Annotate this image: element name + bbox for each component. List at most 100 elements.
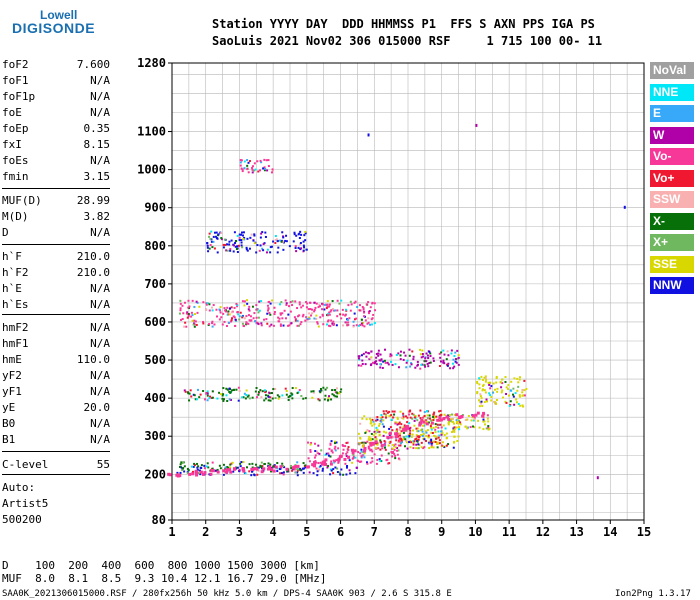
echo-point <box>234 245 237 248</box>
echo-point <box>237 386 240 389</box>
legend-item: Vo+ <box>650 169 694 187</box>
echo-point <box>245 248 248 251</box>
echo-point <box>192 322 195 325</box>
param-value: 55 <box>96 458 110 471</box>
echo-point <box>488 392 491 395</box>
echo-point <box>409 365 412 368</box>
echo-point <box>430 419 433 422</box>
echo-point <box>270 323 273 326</box>
echo-point <box>192 393 195 396</box>
echo-point <box>371 450 374 453</box>
echo-point <box>257 322 260 325</box>
param-label: foEp <box>2 122 29 135</box>
echo-point <box>516 389 519 392</box>
echo-point <box>352 320 355 323</box>
echo-point <box>187 306 190 309</box>
echo-point <box>294 319 297 322</box>
echo-point <box>445 444 448 447</box>
echo-point <box>364 363 367 366</box>
echo-point <box>279 239 282 242</box>
echo-point <box>192 465 195 468</box>
trace-point <box>195 473 199 477</box>
echo-point <box>245 321 248 324</box>
echo-point <box>195 398 198 401</box>
echo-point <box>518 378 521 381</box>
echo-point <box>291 469 294 472</box>
echo-point <box>352 453 355 456</box>
echo-point <box>345 321 348 324</box>
echo-point <box>348 469 351 472</box>
echo-point <box>317 325 320 328</box>
echo-point <box>306 302 309 305</box>
echo-point <box>360 448 363 451</box>
echo-point <box>331 300 334 303</box>
panel-divider <box>2 244 110 245</box>
echo-point <box>300 306 303 309</box>
echo-point <box>294 300 297 303</box>
echo-point <box>398 421 401 424</box>
echo-point <box>260 396 263 399</box>
echo-point <box>182 467 185 470</box>
echo-point <box>476 390 479 393</box>
echo-point <box>304 239 307 242</box>
echo-point <box>396 447 399 450</box>
echo-point <box>230 311 233 314</box>
echo-point <box>426 410 429 413</box>
echo-point <box>247 394 250 397</box>
echo-point <box>417 414 420 417</box>
echo-point <box>236 305 239 308</box>
trace-point <box>262 467 266 471</box>
echo-point <box>211 390 214 393</box>
echo-point <box>450 352 453 355</box>
trace-point <box>212 469 216 473</box>
echo-point <box>484 391 487 394</box>
param-label: hmE <box>2 353 22 366</box>
echo-point <box>425 420 428 423</box>
echo-point <box>243 317 246 320</box>
echo-point <box>328 303 331 306</box>
echo-point <box>248 160 251 163</box>
echo-point <box>434 435 437 438</box>
echo-point <box>313 308 316 311</box>
echo-point <box>208 235 211 238</box>
echo-point <box>247 314 250 317</box>
echo-point <box>427 357 430 360</box>
echo-point <box>333 461 336 464</box>
echo-point <box>472 419 475 422</box>
echo-point <box>347 321 350 324</box>
legend-item: SSE <box>650 255 694 273</box>
echo-point <box>225 324 228 327</box>
param-row: foF1p N/A <box>2 90 110 105</box>
echo-point <box>394 443 397 446</box>
echo-point <box>184 321 187 324</box>
echo-point <box>339 473 342 476</box>
echo-point <box>297 315 300 318</box>
echo-point <box>327 452 330 455</box>
echo-point <box>406 359 409 362</box>
echo-point <box>512 387 515 390</box>
echo-point <box>381 416 384 419</box>
echo-point <box>238 318 241 321</box>
echo-point <box>399 350 402 353</box>
echo-point <box>369 437 372 440</box>
echo-point <box>332 472 335 475</box>
echo-point <box>408 434 411 437</box>
echo-point <box>370 350 373 353</box>
echo-point <box>241 316 244 319</box>
logo-digisonde: DIGISONDE <box>12 20 96 36</box>
echo-point <box>362 352 365 355</box>
echo-point <box>436 435 439 438</box>
echo-point <box>510 380 513 383</box>
echo-point <box>352 325 355 328</box>
echo-point <box>346 451 349 454</box>
echo-point <box>513 403 516 406</box>
echo-point <box>316 321 319 324</box>
echo-point <box>361 417 364 420</box>
trace-point <box>363 448 367 452</box>
echo-point <box>276 394 279 397</box>
echo-point <box>379 359 382 362</box>
echo-point <box>382 360 385 363</box>
echo-point <box>213 323 216 326</box>
y-tick-label: 300 <box>144 429 166 443</box>
param-row: yE 20.0 <box>2 401 110 416</box>
